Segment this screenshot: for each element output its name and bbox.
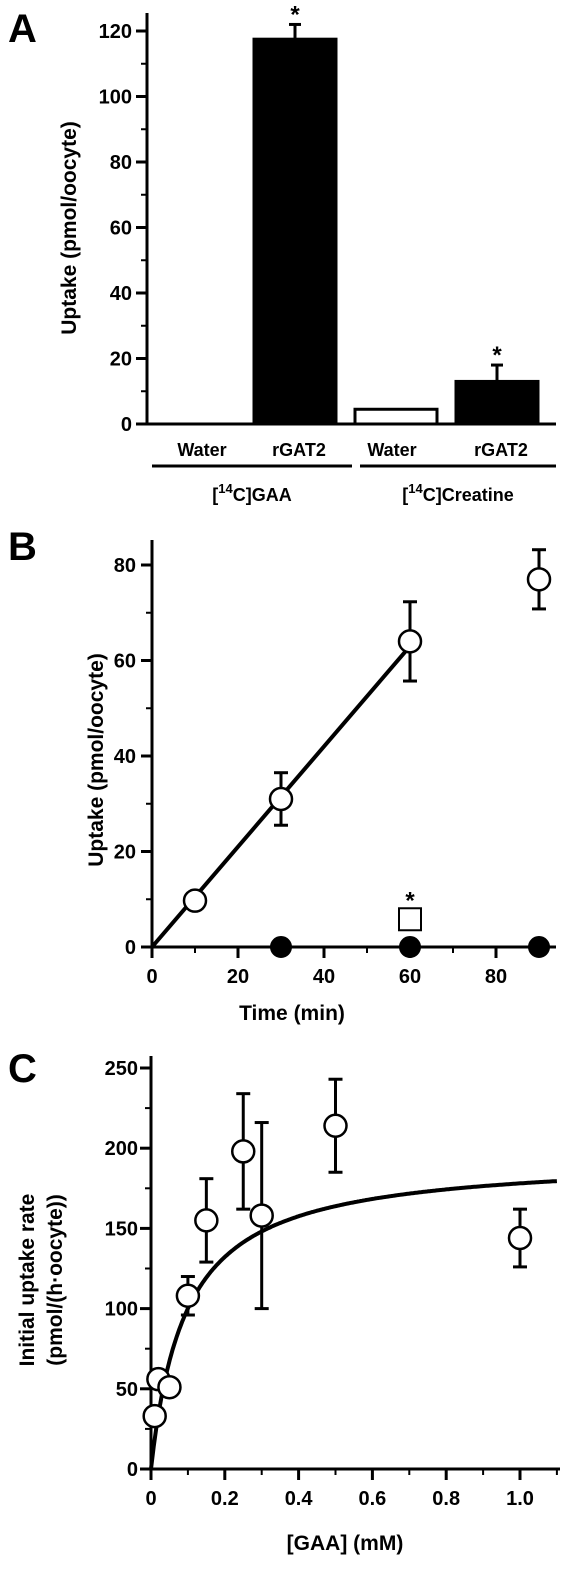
panel-a-significance-star: * — [492, 342, 502, 369]
panel-c-point-open — [231, 1139, 256, 1164]
panel-a-group-label-compound: C]Creatine — [423, 485, 514, 505]
panel-c-point-open — [323, 1113, 348, 1138]
panel-b-point-filled — [270, 936, 292, 958]
panel-b-x-axis-title: Time (min) — [239, 1002, 345, 1025]
panel-b-y-tick-label: 40 — [114, 746, 136, 768]
panel-a-bar — [353, 407, 439, 426]
panel-b-point-open — [268, 786, 294, 812]
panel-c-point-open — [157, 1374, 182, 1400]
panel-a-y-tick-label: 40 — [110, 283, 132, 305]
panel-a-y-tick-label: 100 — [99, 87, 132, 109]
panel-a-group-label: [14C]GAA — [212, 481, 291, 505]
panel-a-group-label-superscript: 14 — [218, 481, 233, 496]
panel-a-category-label: Water — [177, 440, 226, 460]
panel-b-point-filled — [399, 936, 421, 958]
panel-a-bar — [454, 379, 540, 426]
panel-b-x-tick-label: 40 — [313, 966, 335, 988]
panel-c-y-tick-label: 150 — [105, 1218, 138, 1240]
panel-b-x-tick-label: 60 — [399, 966, 421, 988]
panel-c-point-open — [249, 1203, 274, 1228]
panel-b-x-tick-label: 0 — [146, 966, 157, 988]
panel-a-group-label-prefix: [ — [402, 485, 408, 505]
panel-a-bar — [252, 37, 338, 426]
panel-a-y-tick-label: 60 — [110, 218, 132, 240]
panel-b-letter: B — [8, 525, 37, 569]
panel-b-axes: 0 20 40 60 80 0 20 40 60 80 — [114, 540, 556, 988]
panel-c-axes: 0 50 100 150 200 250 0 0.2 0.4 0.6 0.8 1.0 — [105, 1056, 560, 1510]
panel-a-axes: 0 20 40 60 80 100 120 — [99, 13, 556, 436]
panel-a-y-tick-label: 80 — [110, 152, 132, 174]
panel-a-y-axis-title: Uptake (pmol/oocyte) — [58, 121, 81, 335]
panel-c-y-axis-title-line2: (pmol/(h·oocyte)) — [44, 1194, 67, 1365]
panel-b-y-tick-label: 60 — [114, 651, 136, 673]
panel-c-y-axis-title-line1: Initial uptake rate — [16, 1194, 39, 1367]
panel-b-y-tick-label: 20 — [114, 842, 136, 864]
panel-a-significance-star: * — [290, 1, 300, 28]
panel-a-category-label: Water — [367, 440, 416, 460]
panel-a-bars: ** — [252, 1, 540, 426]
panel-c-x-tick-label: 0.4 — [285, 1488, 314, 1510]
panel-c-y-tick-label: 50 — [116, 1379, 138, 1401]
panel-b-point-open — [397, 629, 423, 654]
panel-b-point-square — [398, 907, 422, 932]
panel-a-category-label: rGAT2 — [474, 440, 528, 460]
panel-b-significance-star: * — [405, 887, 415, 914]
panel-c-x-tick-label: 1.0 — [506, 1488, 534, 1510]
panel-a-group-label-prefix: [ — [212, 485, 218, 505]
panel-a-group-label-superscript: 14 — [408, 481, 423, 496]
panel-b-point-filled — [528, 936, 550, 958]
panel-b-x-tick-label: 80 — [485, 966, 507, 988]
panel-b-x-tick-label: 20 — [227, 966, 249, 988]
panel-c-data — [142, 1077, 558, 1470]
panel-a-group-label: [14C]Creatine — [402, 481, 514, 505]
panel-c-y-tick-label: 100 — [105, 1299, 138, 1321]
panel-a-y-tick-label: 20 — [110, 349, 132, 371]
panel-c-x-tick-label: 0.8 — [432, 1488, 460, 1510]
panel-b-data: * — [150, 548, 552, 958]
panel-a-letter: A — [8, 7, 37, 51]
panel-a: A Uptake (pmol/oocyte) 0 20 40 60 80 100 120 *… — [8, 1, 556, 505]
panel-b-point-open — [182, 888, 208, 913]
panel-c-fit-curve — [149, 1179, 558, 1470]
panel-b-y-tick-label: 0 — [125, 937, 136, 959]
panel-c-x-tick-label: 0.6 — [358, 1488, 386, 1510]
panel-b-point-open — [526, 567, 552, 592]
panel-c: C Initial uptake rate (pmol/(h·oocyte)) … — [8, 1047, 560, 1555]
panel-a-group-label-compound: C]GAA — [233, 485, 292, 505]
panel-c-point-open — [175, 1283, 201, 1309]
panel-c-y-tick-label: 0 — [127, 1459, 138, 1481]
panel-a-y-tick-label: 0 — [121, 414, 132, 436]
panel-c-x-tick-label: 0.2 — [211, 1488, 239, 1510]
panel-c-point-open — [507, 1225, 533, 1251]
panel-c-point-open — [142, 1403, 167, 1429]
panel-a-category-label: rGAT2 — [272, 440, 326, 460]
panel-a-group-labels: Water rGAT2 Water rGAT2[14C]GAA [14C]Creatin… — [152, 440, 556, 505]
panel-c-x-axis-title: [GAA] (mM) — [287, 1532, 404, 1555]
panel-c-point-open — [194, 1208, 219, 1233]
panel-c-x-tick-label: 0 — [145, 1488, 156, 1510]
panel-c-letter: C — [8, 1047, 37, 1091]
panel-b: B Uptake (pmol/oocyte) Time (min) 0 20 40 6… — [8, 525, 556, 1025]
panel-b-y-axis-title: Uptake (pmol/oocyte) — [85, 653, 108, 867]
panel-c-y-tick-label: 250 — [105, 1058, 138, 1080]
panel-b-y-tick-label: 80 — [114, 555, 136, 577]
panel-c-y-tick-label: 200 — [105, 1138, 138, 1160]
panel-a-y-tick-label: 120 — [99, 21, 132, 43]
